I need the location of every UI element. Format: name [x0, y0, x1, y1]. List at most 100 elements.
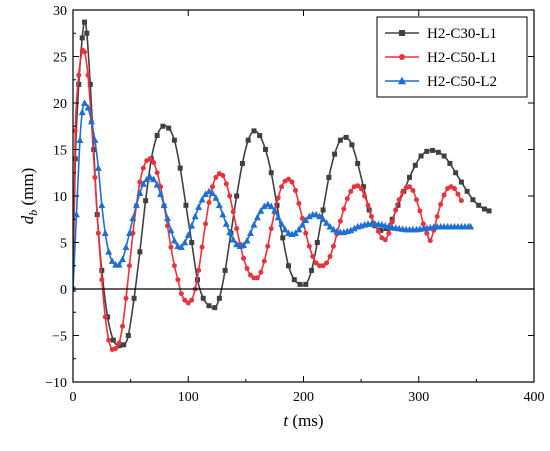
data-point [84, 30, 90, 36]
data-point [234, 193, 240, 199]
data-point [470, 197, 476, 203]
data-point [154, 133, 160, 139]
series-line [73, 102, 471, 290]
data-point [199, 244, 205, 250]
data-point [257, 133, 263, 139]
data-point [412, 162, 418, 168]
axes-layer: 0 100 200 300 400 −10 −5 0 5 10 15 20 25 30 t (ms) db (… [18, 4, 545, 430]
data-point [358, 186, 364, 192]
data-point [326, 222, 334, 230]
data-point [418, 153, 424, 159]
data-point [438, 201, 444, 207]
data-point [131, 295, 137, 301]
data-point [295, 225, 303, 233]
data-point [303, 281, 309, 287]
data-point [160, 201, 168, 209]
legend-label: H2-C50-L2 [427, 74, 497, 90]
data-point [341, 206, 347, 212]
x-axis-title: t (ms) [283, 411, 323, 430]
data-point [348, 188, 354, 194]
series-h2-c30-l1 [73, 19, 492, 349]
data-point [151, 160, 157, 166]
data-point [302, 216, 310, 224]
data-point [258, 269, 264, 275]
data-point [291, 277, 297, 283]
y-axis-var: d [18, 215, 37, 224]
data-point [430, 147, 436, 153]
data-point [337, 218, 343, 224]
y-tick-label: 20 [53, 97, 67, 112]
data-point [202, 190, 210, 197]
data-point [327, 253, 333, 259]
x-tick-label: 400 [524, 390, 545, 405]
data-point [76, 136, 84, 144]
data-point [447, 160, 453, 166]
data-point [326, 174, 332, 180]
data-point [147, 156, 153, 162]
data-point [399, 30, 405, 36]
data-point [303, 230, 309, 236]
data-point [233, 240, 241, 248]
data-point [453, 170, 459, 176]
data-point [396, 197, 402, 203]
data-point [281, 225, 289, 233]
data-point [317, 263, 323, 269]
data-point [296, 200, 302, 206]
data-point [87, 81, 93, 87]
data-point [82, 49, 88, 55]
data-point [267, 202, 275, 210]
data-point [257, 207, 265, 214]
data-point [330, 243, 336, 249]
data-point [164, 214, 171, 222]
data-point [407, 184, 413, 190]
data-point [226, 228, 234, 236]
data-point [410, 187, 416, 193]
data-point [137, 249, 143, 255]
data-point [239, 160, 245, 166]
data-point [427, 238, 433, 244]
series-h2-c50-l2 [73, 99, 475, 292]
x-tick-label: 200 [293, 390, 314, 405]
data-point [268, 170, 274, 176]
data-point [254, 275, 260, 281]
data-point [399, 54, 405, 60]
data-point [115, 261, 123, 268]
data-point [243, 236, 251, 244]
data-point [116, 340, 122, 346]
data-point [382, 237, 388, 243]
data-point [73, 210, 80, 218]
data-point [271, 207, 279, 214]
data-point [435, 149, 441, 155]
data-point [299, 215, 305, 221]
data-point [240, 241, 248, 249]
data-point [208, 189, 216, 197]
data-point [222, 220, 230, 227]
data-point [355, 183, 361, 189]
data-point [397, 76, 407, 85]
data-point [126, 263, 132, 269]
data-point [323, 219, 331, 226]
data-point [125, 333, 131, 338]
data-point [223, 181, 229, 187]
data-point [139, 180, 147, 187]
data-point [434, 213, 440, 219]
data-point [420, 221, 426, 227]
data-point [400, 189, 406, 195]
data-point [150, 175, 158, 183]
data-point [146, 173, 154, 181]
data-point [286, 176, 292, 182]
data-point [413, 197, 419, 203]
data-point [203, 221, 209, 227]
data-point [79, 35, 85, 41]
data-point [178, 291, 184, 297]
data-point [350, 224, 358, 232]
data-point [286, 263, 292, 269]
data-point [216, 295, 222, 301]
data-point [251, 128, 257, 134]
data-point [106, 337, 112, 343]
data-point [170, 236, 178, 244]
data-point [182, 297, 188, 303]
data-point [123, 295, 129, 301]
data-point [441, 153, 447, 159]
